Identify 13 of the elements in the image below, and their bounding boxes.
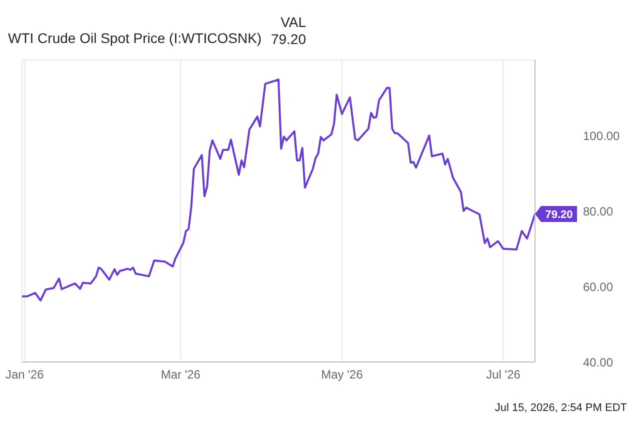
x-tick-label: Mar '26 [160, 368, 201, 382]
y-tick-label: 100.00 [583, 128, 620, 143]
x-tick-label: Jul '26 [486, 368, 521, 382]
y-tick-label: 60.00 [583, 280, 614, 294]
y-tick-label: 40.00 [583, 355, 614, 370]
text: VAL [280, 14, 306, 30]
x-tick-label: Jan '26 [5, 368, 44, 382]
y-tick-label: 80.00 [583, 204, 614, 218]
x-tick-label: May '26 [321, 368, 364, 382]
text: Jul 15, 2026, 2:54 PM EDT [494, 402, 627, 414]
annotation: 79.20 [545, 209, 573, 222]
text: 79.20 [270, 31, 306, 47]
text: WTI Crude Oil Spot Price (I:WTICOSNK) [8, 30, 262, 46]
